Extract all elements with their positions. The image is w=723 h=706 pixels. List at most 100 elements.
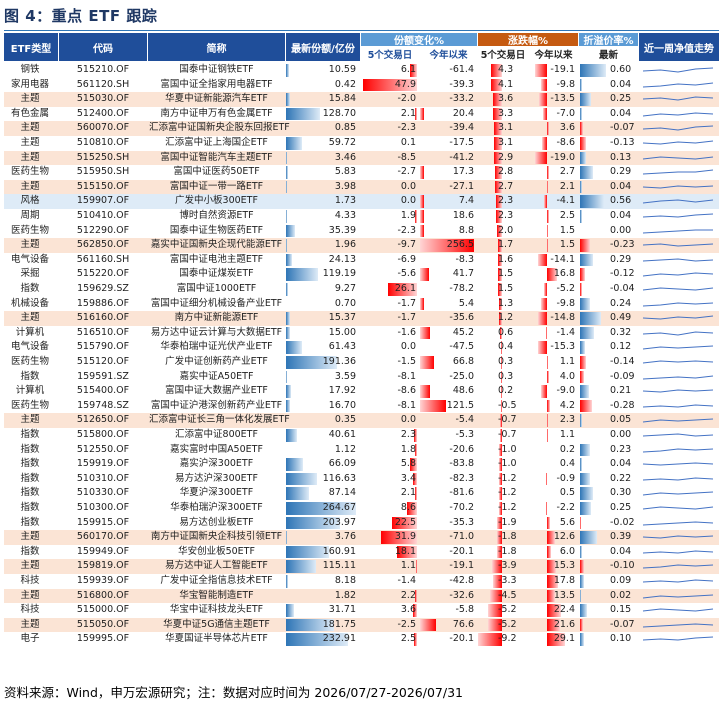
table-row[interactable]: 电气设备 561160.SH 富国中证电池主题ETF 24.13 -6.9 -8.3 1.6… [4,253,719,268]
table-row[interactable]: 主题 516160.OF 南方中证新能源ETF 15.37 -1.7 -35.6 1.2 -1… [4,311,719,326]
bar-size [286,166,288,179]
cell-code: 159995.OF [76,633,130,645]
bar-size [286,356,337,369]
header-size[interactable]: 最新份额/亿份 [286,33,360,61]
cell-sparkline [640,443,718,458]
table-row[interactable]: 计算机 515400.OF 富国中证大数据产业ETF 17.92 -8.6 48.6 0.2… [4,384,719,399]
table-row[interactable]: 指数 515800.OF 汇添富中证800ETF 40.61 2.3 -5.3 -0.7 1.… [4,428,719,443]
cell-type: 医药生物 [10,224,49,236]
table-row[interactable]: 风格 159907.OF 广发中小板300ETF 1.73 0.0 7.4 2.3 -4.1 0… [4,194,719,209]
header-share-ytd[interactable]: 今年以来 [420,46,477,61]
bar-r5 [500,326,502,340]
cell-ytd: -20.1 [420,632,476,647]
bar-rytd [537,312,547,325]
sparkline-path [642,243,714,247]
header-type[interactable]: ETF类型 [4,33,58,61]
cell-rytd: -19.1 [529,63,577,78]
cell-rytd: -8.6 [529,136,577,151]
cell-sparkline [640,253,718,268]
sparkline-path [642,636,714,641]
cell-type: 主题 [20,93,40,105]
cell-type: 指数 [20,429,40,440]
cell-ytd: -71.0 [420,530,476,545]
table-row[interactable]: 主题 515030.OF 华夏中证新能源汽车ETF 15.84 -2.0 -33.2 3.6… [4,92,719,107]
header-code[interactable]: 代码 [59,33,147,61]
cell-prem: -0.02 [580,516,637,531]
table-row[interactable]: 主题 510810.OF 汇添富中证上海国企ETF 59.72 0.1 -17.5 3.1 -… [4,136,719,151]
table-row[interactable]: 指数 512550.OF 嘉实富时中国A50ETF 1.12 1.8 -20.6 -1.0 0… [4,443,719,458]
table-row[interactable]: 计算机 516510.OF 易方达中证云计算与大数据ETF 15.00 -1.6 45.2… [4,326,719,341]
table-row[interactable]: 周期 510410.OF 博时自然资源ETF 4.33 1.9 18.6 2.3 2.5 0.0… [4,209,719,224]
cell-ytd: -8.3 [420,253,476,268]
header-return-ytd[interactable]: 今年以来 [529,46,578,61]
value-ytd: -70.2 [449,502,474,513]
table-row[interactable]: 电子 159995.OF 华夏国证半导体芯片ETF 232.91 2.5 -20.1 -9.… [4,632,719,647]
bar-prem [580,107,582,121]
table-row[interactable]: 主题 515250.SH 富国中证智能汽车主题ETF 3.46 -8.5 -41.2 2.9… [4,150,719,166]
table-row[interactable]: 指数 510300.OF 华泰柏瑞沪深300ETF 264.67 8.6 -70.2 -1.… [4,501,719,516]
table-row[interactable]: 主题 560170.OF 南方中证国新央企科技引领ETF 3.76 31.9 -71.0 -… [4,530,719,545]
table-row[interactable]: 指数 510310.OF 易方达沪深300ETF 116.63 3.4 -82.3 -1.2… [4,472,719,487]
cell-name: 华安创业板50ETF [178,545,255,557]
table-row[interactable]: 科技 515000.OF 华宝中证科技龙头ETF 31.71 3.6 -5.8 -5.2 22… [4,603,719,618]
table-row[interactable]: 指数 510330.OF 华夏沪深300ETF 87.14 2.1 -81.6 -1.2 0.… [4,486,719,501]
table-row[interactable]: 有色金属 512400.OF 南方中证申万有色金属ETF 128.70 2.1 20.4 3… [4,107,719,122]
table-row[interactable]: 指数 159919.OF 嘉实沪深300ETF 66.09 5.8 -83.8 -1.0 0.… [4,457,719,472]
bar-prem [580,618,584,632]
cell-code: 512650.OF [76,414,130,426]
cell-rytd: -9.8 [529,297,577,312]
table-row[interactable]: 机械设备 159886.OF 富国中证细分机械设备产业ETF 0.70 -1.7 5.4 1… [4,297,719,312]
table-row[interactable]: 医药生物 512290.OF 国泰中证生物医药ETF 35.39 -2.3 8.8 2.0 1… [4,224,719,239]
bar-size [286,268,318,281]
table-row[interactable]: 指数 159949.OF 华安创业板50ETF 160.91 18.1 -20.1 -1.8… [4,545,719,560]
bar-r5 [498,487,502,500]
value-d5: -9.7 [397,239,416,251]
table-row[interactable]: 主题 159819.OF 易方达中证人工智能ETF 115.11 1.1 -19.1 -3.… [4,559,719,574]
bar-prem [580,458,582,471]
cell-prem: 0.56 [580,194,637,209]
table-row[interactable]: 主题 515050.OF 华夏中证5G通信主题ETF 181.75 -2.5 76.6 -5… [4,617,719,633]
header-premium-latest[interactable]: 最新 [579,46,638,61]
value-r5: 0.2 [498,385,514,397]
table-row[interactable]: 医药生物 159748.SZ 富国中证沪港深创新药产业ETF 16.70 -8.1 121… [4,399,719,414]
header-share-d5[interactable]: 5个交易日 [361,46,419,61]
cell-sparkline [640,530,718,545]
value-rytd: 2.7 [559,166,575,178]
table-row[interactable]: 家用电器 561120.SH 富国中证全指家用电器ETF 0.42 47.9 -39.3 4… [4,78,719,93]
cell-type: 有色金属 [10,107,49,119]
cell-type: 指数 [20,458,40,470]
cell-sparkline [640,107,718,122]
table-row[interactable]: 科技 159939.OF 广发中证全指信息技术ETF 8.18 -1.4 -42.8 -3.… [4,574,719,589]
value-d5: 2.3 [400,429,416,440]
cell-size: 116.63 [286,472,358,487]
sparkline-path [642,535,714,539]
cell-d5: -8.6 [361,384,418,399]
header-name[interactable]: 简称 [148,33,285,61]
cell-d5: -1.7 [361,311,418,326]
cell-rytd: 2.1 [529,180,577,195]
table-row[interactable]: 主题 562850.OF 嘉实中证国新央企现代能源ETF 1.96 -9.7 256.5 1… [4,238,719,253]
table-row[interactable]: 主题 516800.OF 华宝智能制造ETF 1.82 2.2 -32.6 -4.5 13.5… [4,588,719,604]
table-row[interactable]: 钢铁 515210.OF 国泰中证钢铁ETF 10.59 6.1 -61.4 4.3 -19.… [4,63,719,78]
table-row[interactable]: 指数 159591.SZ 嘉实中证A50ETF 3.59 -8.1 -25.0 0.3 4.0… [4,370,719,385]
sparkline-path [642,462,714,466]
cell-type: 主题 [20,589,40,601]
bar-prem [580,137,586,150]
table-row[interactable]: 指数 159629.SZ 富国中证1000ETF 9.27 26.1 -78.2 1.5 -5… [4,282,719,297]
cell-name: 富国中证电池主题ETF [169,253,264,265]
table-row[interactable]: 主题 515150.OF 富国中证一带一路ETF 3.98 0.0 -27.1 2.7 2.1… [4,179,719,195]
header-return-d5[interactable]: 5个交易日 [478,46,528,61]
cell-ytd: -35.3 [420,516,476,531]
table-row[interactable]: 医药生物 515950.SH 富国中证医药50ETF 5.83 -2.7 17.3 2.8 2… [4,165,719,180]
table-row[interactable]: 采掘 515220.OF 国泰中证煤炭ETF 119.19 -5.6 41.7 1.5 16.… [4,267,719,282]
value-d5: 8.6 [400,502,416,513]
table-row[interactable]: 医药生物 515120.OF 广发中证创新药产业ETF 191.36 -1.5 66.8 0… [4,355,719,370]
table-row[interactable]: 主题 512650.OF 汇添富中证长三角一体化发展ETF 0.35 0.0 -5.4 -0… [4,413,719,428]
table-row[interactable]: 主题 560070.OF 汇添富中证国新央企股东回报ETF 0.85 -2.3 -39.4… [4,121,719,136]
cell-ytd: -39.4 [420,121,476,136]
value-size: 115.11 [322,560,356,572]
table-row[interactable]: 电气设备 515790.OF 华泰柏瑞中证光伏产业ETF 61.43 0.0 -47.5 0… [4,340,719,355]
table-row[interactable]: 指数 159915.OF 易方达创业板ETF 203.97 22.5 -35.3 -1.9 5… [4,516,719,531]
cell-sparkline [640,428,718,443]
value-d5: -2.3 [397,122,416,134]
